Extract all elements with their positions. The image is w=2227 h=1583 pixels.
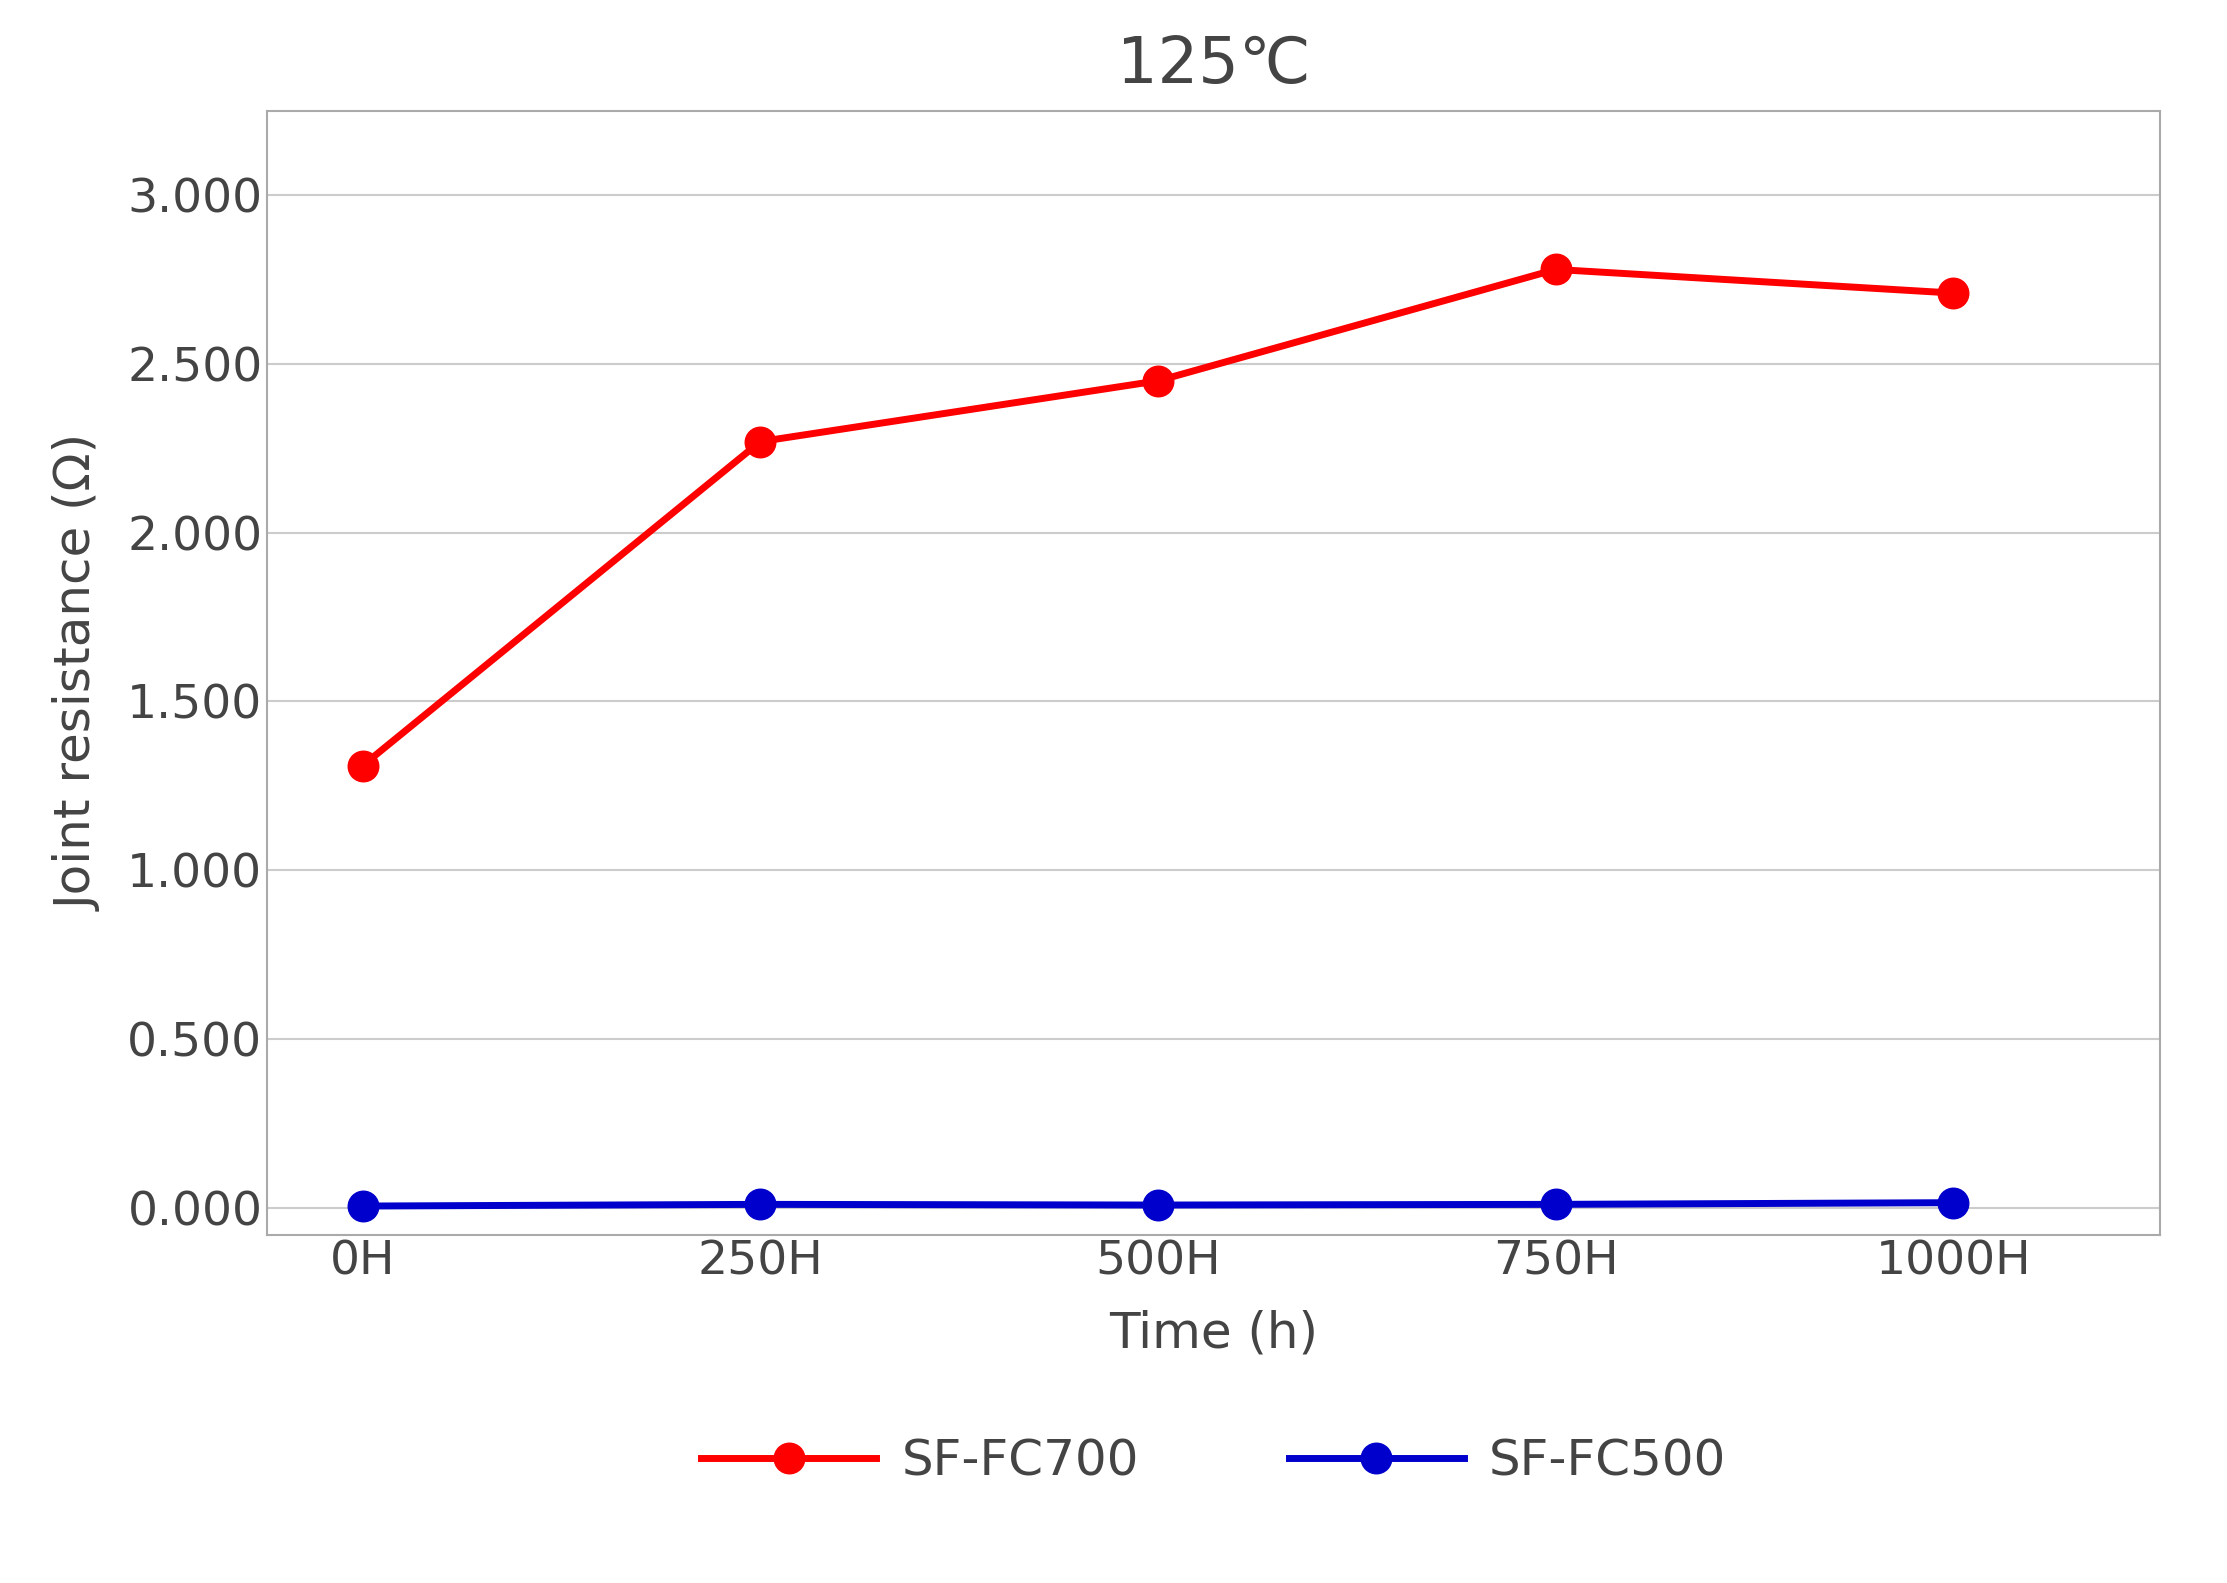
Title: 125℃: 125℃ — [1118, 33, 1309, 97]
X-axis label: Time (h): Time (h) — [1109, 1309, 1318, 1358]
Legend: SF-FC700, SF-FC500: SF-FC700, SF-FC500 — [681, 1417, 1746, 1505]
Y-axis label: Joint resistance (Ω): Joint resistance (Ω) — [53, 435, 102, 910]
